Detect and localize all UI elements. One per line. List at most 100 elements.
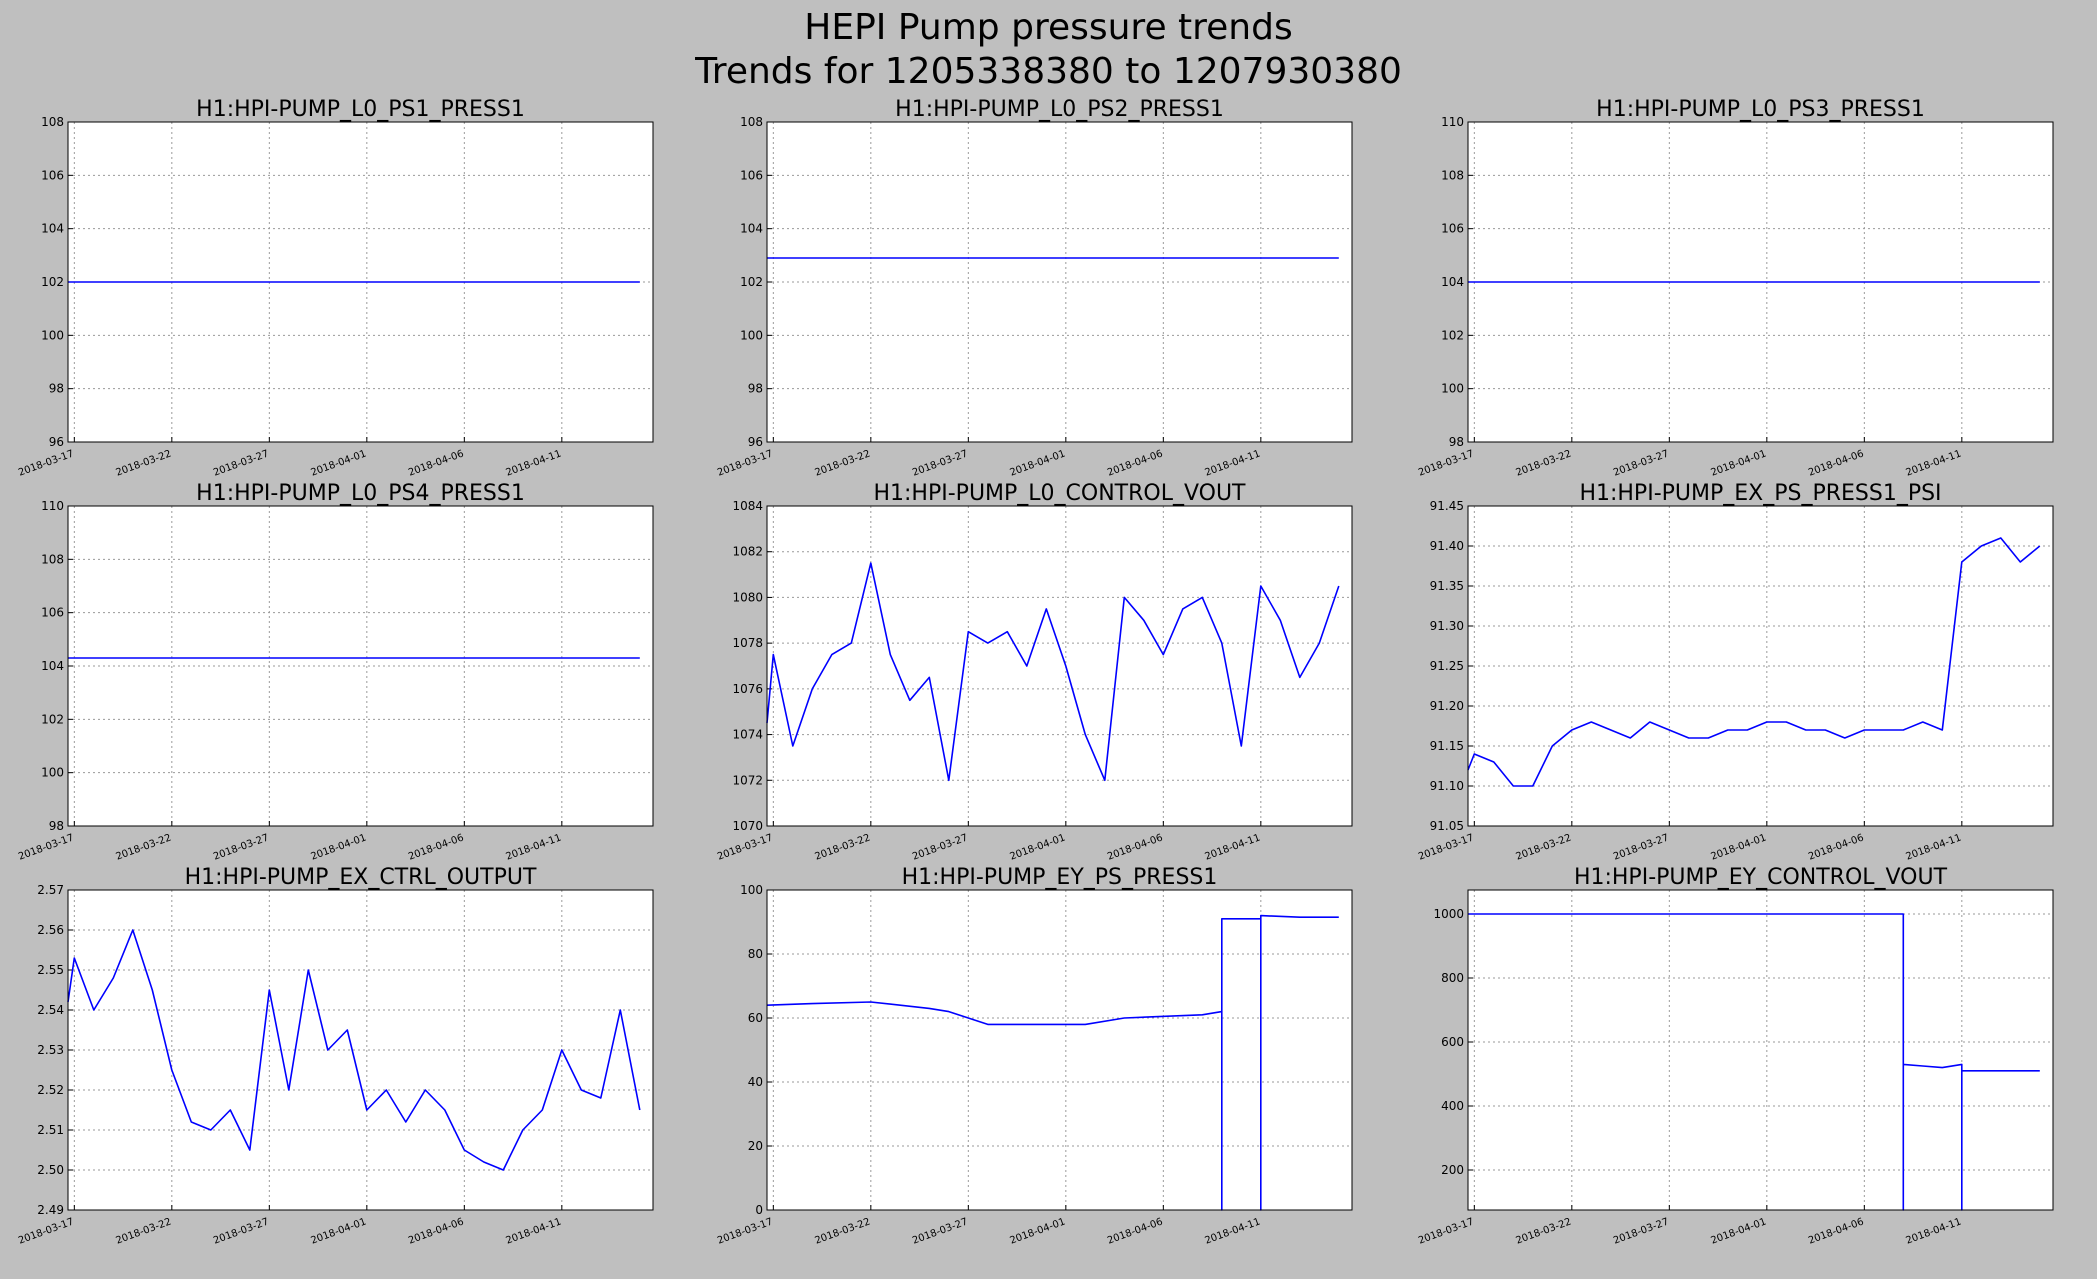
y-tick-label: 91.45 [1430, 499, 1464, 513]
series-line-1 [67, 929, 641, 1171]
y-tick-label: 104 [740, 222, 763, 236]
y-tick-label: 2.57 [37, 883, 64, 897]
x-tick-label: 2018-03-22 [813, 1216, 871, 1246]
y-tick-label: 1078 [732, 636, 763, 650]
subplot-title: H1:HPI-PUMP_L0_PS2_PRESS1 [895, 97, 1224, 122]
x-tick-label: 2018-04-11 [504, 1216, 562, 1246]
y-tick-label: 100 [740, 328, 763, 342]
subplot-title: H1:HPI-PUMP_EY_PS_PRESS1 [902, 865, 1218, 890]
y-tick-label: 91.10 [1430, 779, 1464, 793]
y-tick-label: 91.20 [1430, 699, 1464, 713]
subplot-1: 2018-03-17 2018-03-22 2018-03-27 2018-04-01… [17, 97, 654, 479]
x-tick-label: 2018-04-11 [1904, 1216, 1962, 1246]
y-tick-label: 1084 [732, 499, 763, 513]
axes-frame [766, 505, 1353, 827]
plot-area [767, 890, 1352, 1210]
y-tick-label: 106 [41, 606, 64, 620]
y-tick-label: 108 [740, 115, 763, 129]
x-tick-label: 2018-03-22 [1514, 448, 1572, 478]
x-tick-label: 2018-03-17 [716, 832, 774, 862]
x-tick-label: 2018-03-17 [17, 832, 75, 862]
y-tick-label: 1074 [732, 728, 763, 742]
y-tick-label: 2.54 [37, 1003, 64, 1017]
y-tick-label: 2.55 [37, 963, 64, 977]
y-tick-label: 1082 [732, 545, 763, 559]
x-tick-label: 2018-03-22 [114, 1216, 172, 1246]
x-tick-label: 2018-04-01 [1709, 1216, 1767, 1246]
x-tick-label: 2018-03-17 [716, 448, 774, 478]
y-tick-label: 2.50 [37, 1163, 64, 1177]
x-tick-label: 2018-04-06 [407, 832, 465, 862]
y-tick-label: 110 [1441, 115, 1464, 129]
subplot-9: 2018-03-17 2018-03-22 2018-03-27 2018-04-01… [1417, 865, 2054, 1247]
x-tick-label: 2018-04-01 [1709, 832, 1767, 862]
x-tick-label: 2018-03-27 [911, 448, 969, 478]
x-tick-label: 2018-03-27 [911, 832, 969, 862]
axes-frame [1467, 889, 2054, 1211]
x-tick-label: 2018-04-01 [1008, 832, 1066, 862]
plot-area [68, 506, 653, 826]
x-tick-label: 2018-04-11 [1203, 448, 1261, 478]
x-tick-label: 2018-03-22 [813, 832, 871, 862]
x-tick-label: 2018-03-27 [212, 1216, 270, 1246]
subplot-title: H1:HPI-PUMP_L0_PS1_PRESS1 [196, 97, 525, 122]
x-tick-label: 2018-03-27 [911, 1216, 969, 1246]
y-tick-label: 91.35 [1430, 579, 1464, 593]
y-tick-label: 100 [41, 766, 64, 780]
figure-title-line-2: Trends for 1205338380 to 1207930380 [695, 51, 1402, 92]
series-line-1 [766, 914, 1339, 1211]
x-tick-label: 2018-04-11 [1203, 832, 1261, 862]
y-tick-label: 1000 [1433, 907, 1464, 921]
figure-title: HEPI Pump pressure trends Trends for 120… [0, 6, 2097, 94]
y-tick-label: 1076 [732, 682, 763, 696]
y-tick-label: 2.51 [37, 1123, 64, 1137]
y-tick-label: 1080 [732, 590, 763, 604]
x-tick-label: 2018-03-17 [716, 1216, 774, 1246]
x-tick-label: 2018-04-06 [407, 1216, 465, 1246]
axes-frame [67, 889, 654, 1211]
subplot-4: 2018-03-17 2018-03-22 2018-03-27 2018-04-01… [17, 481, 654, 863]
axes-frame [1467, 121, 2054, 443]
y-tick-label: 98 [748, 382, 763, 396]
x-tick-label: 2018-04-11 [1203, 1216, 1261, 1246]
x-tick-label: 2018-03-22 [114, 832, 172, 862]
y-tick-label: 106 [41, 168, 64, 182]
x-tick-label: 2018-03-17 [1417, 832, 1475, 862]
y-tick-label: 91.25 [1430, 659, 1464, 673]
y-tick-label: 98 [49, 819, 64, 833]
x-tick-label: 2018-04-11 [1904, 832, 1962, 862]
y-tick-label: 106 [1441, 222, 1464, 236]
y-tick-label: 106 [740, 168, 763, 182]
subplot-3: 2018-03-17 2018-03-22 2018-03-27 2018-04-01… [1417, 97, 2054, 479]
y-tick-label: 100 [1441, 382, 1464, 396]
subplot-title: H1:HPI-PUMP_EX_CTRL_OUTPUT [185, 865, 537, 890]
x-tick-label: 2018-03-27 [1612, 832, 1670, 862]
x-tick-label: 2018-04-01 [1008, 1216, 1066, 1246]
x-tick-label: 2018-03-17 [17, 1216, 75, 1246]
y-tick-label: 96 [748, 435, 763, 449]
y-tick-label: 2.49 [37, 1203, 64, 1217]
x-tick-label: 2018-03-27 [212, 448, 270, 478]
y-tick-label: 98 [49, 382, 64, 396]
x-tick-label: 2018-04-06 [1106, 448, 1164, 478]
x-tick-label: 2018-03-27 [1612, 1216, 1670, 1246]
y-tick-label: 102 [41, 712, 64, 726]
y-tick-label: 20 [748, 1139, 763, 1153]
y-tick-label: 108 [1441, 168, 1464, 182]
x-tick-label: 2018-03-17 [17, 448, 75, 478]
x-tick-label: 2018-04-06 [1807, 448, 1865, 478]
axes-frame [766, 121, 1353, 443]
y-tick-label: 96 [49, 435, 64, 449]
x-tick-label: 2018-04-06 [1106, 832, 1164, 862]
x-tick-label: 2018-04-01 [309, 1216, 367, 1246]
subplot-title: H1:HPI-PUMP_L0_PS4_PRESS1 [196, 481, 525, 506]
x-tick-label: 2018-04-11 [504, 832, 562, 862]
axes-frame [67, 121, 654, 443]
x-tick-label: 2018-04-01 [309, 832, 367, 862]
subplot-title: H1:HPI-PUMP_L0_PS3_PRESS1 [1596, 97, 1925, 122]
plot-area [1468, 506, 2053, 826]
y-tick-label: 800 [1441, 971, 1464, 985]
subplot-7: 2018-03-17 2018-03-22 2018-03-27 2018-04-01… [17, 865, 654, 1247]
subplot-2: 2018-03-17 2018-03-22 2018-03-27 2018-04-01… [716, 97, 1353, 479]
y-tick-label: 104 [41, 222, 64, 236]
